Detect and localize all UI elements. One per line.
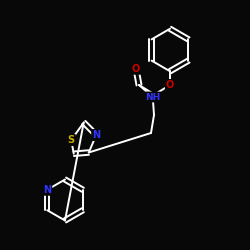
Text: N: N — [92, 130, 100, 140]
Text: O: O — [166, 80, 174, 90]
Text: NH: NH — [145, 92, 160, 102]
Text: S: S — [68, 135, 75, 145]
Text: N: N — [43, 185, 51, 195]
Text: O: O — [132, 64, 140, 74]
